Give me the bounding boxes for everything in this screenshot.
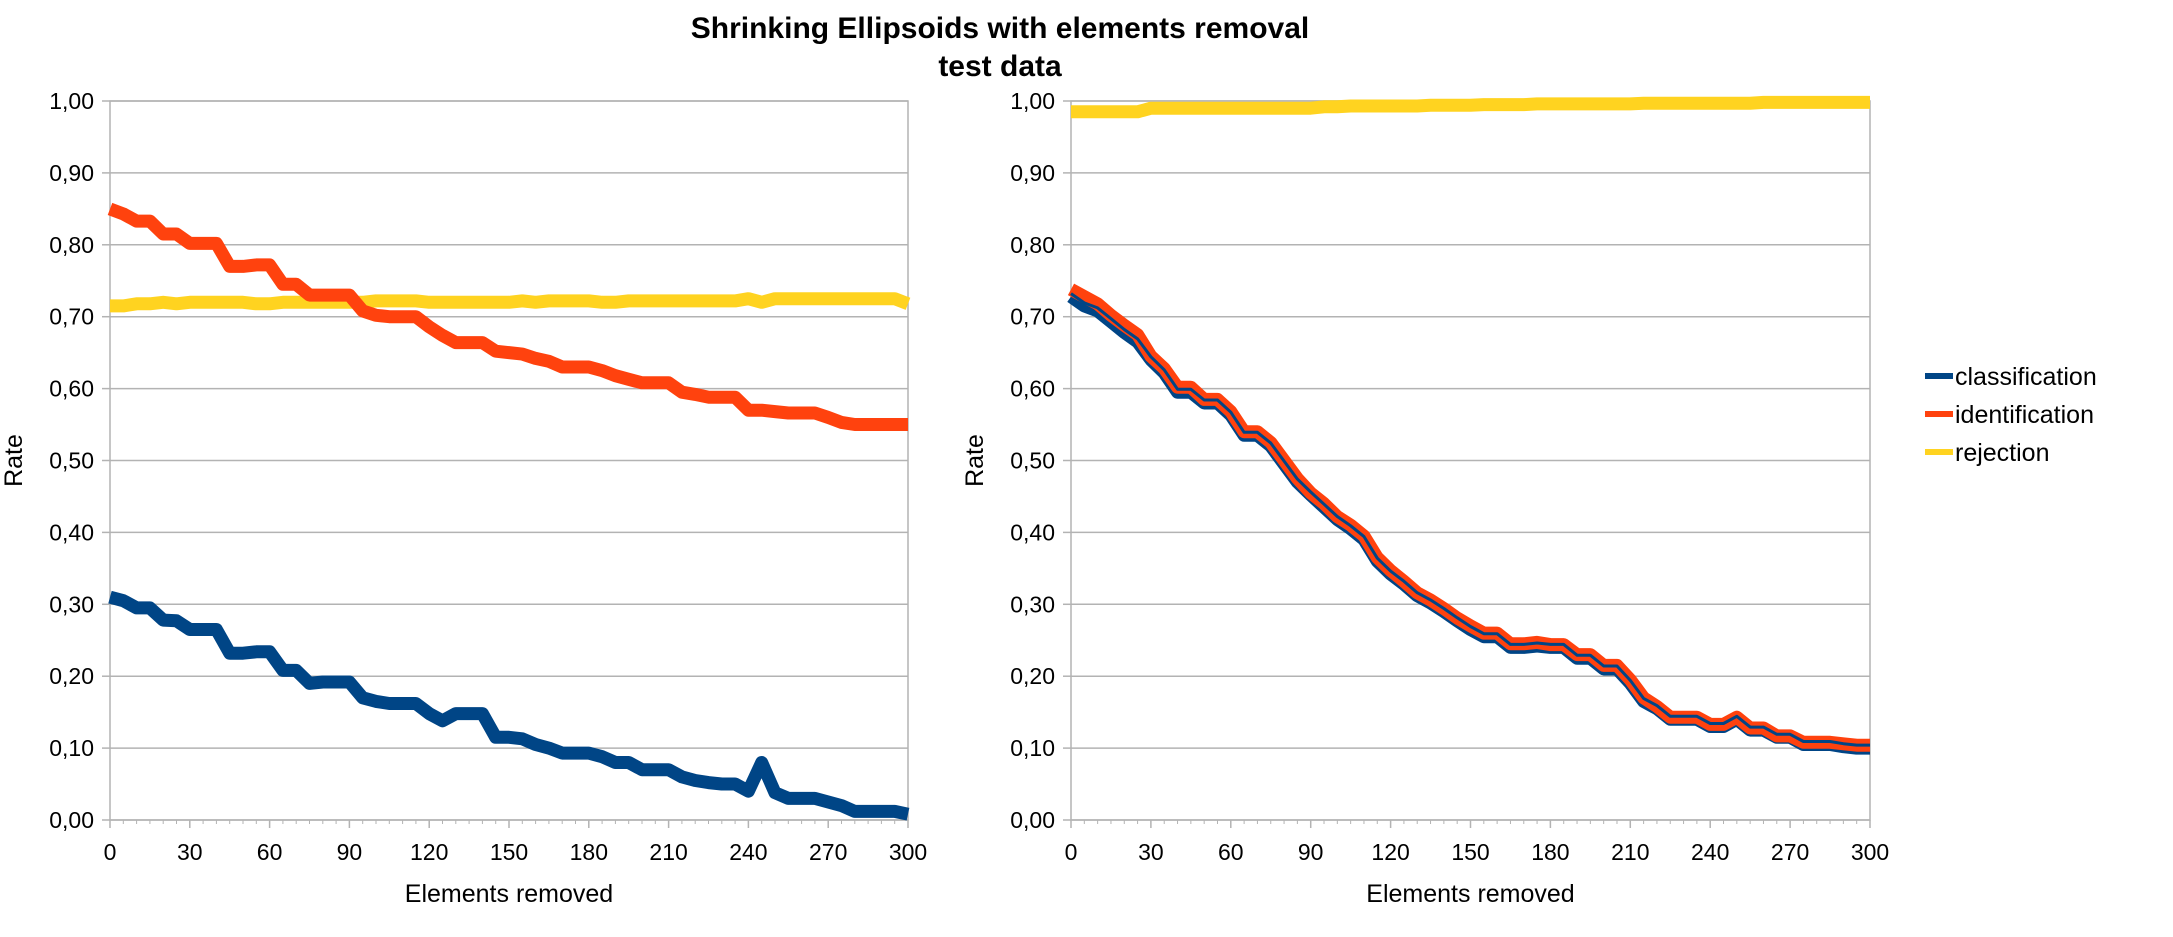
y-tick-label: 0,20 xyxy=(1010,663,1055,689)
y-tick-label: 0,40 xyxy=(49,519,94,545)
x-tick-label: 150 xyxy=(490,839,528,865)
x-tick-label: 240 xyxy=(729,839,767,865)
y-tick-label: 0,10 xyxy=(1010,735,1055,761)
chart-panel-1: 0,00 0,10 0,20 0,30 0,40 0,50 0,60 0,70 0,80 0,90… xyxy=(0,88,927,908)
y-tick-label: 0,10 xyxy=(49,735,94,761)
y-axis-label: Rate xyxy=(0,434,28,487)
x-tick-label: 60 xyxy=(1218,839,1244,865)
x-tick-label: 240 xyxy=(1691,839,1729,865)
legend-label-rejection: rejection xyxy=(1955,439,2050,467)
x-tick-label: 180 xyxy=(570,839,608,865)
y-tick-label: 0,40 xyxy=(1010,519,1055,545)
y-axis-label: Rate xyxy=(961,434,989,487)
series-line-classification xyxy=(108,590,910,821)
chart-title-main: Shrinking Ellipsoids with elements remov… xyxy=(690,12,1310,45)
x-tick-label: 0 xyxy=(1065,839,1078,865)
x-tick-label: 0 xyxy=(104,839,117,865)
y-tick-label: 0,70 xyxy=(1010,304,1055,330)
x-tick-label: 180 xyxy=(1531,839,1569,865)
series-line-rejection xyxy=(1071,95,1870,119)
plot-area-frame xyxy=(109,100,909,821)
y-tick-label: 0,60 xyxy=(49,376,94,402)
y-tick-label: 0,50 xyxy=(49,448,94,474)
series-line-classification xyxy=(1067,291,1870,755)
y-tick-label: 0,60 xyxy=(1010,376,1055,402)
x-tick-label: 150 xyxy=(1451,839,1489,865)
chart-title: Shrinking Ellipsoids with elements remov… xyxy=(0,10,2000,86)
legend-label-identification: identification xyxy=(1955,401,2094,429)
y-tick-label: 0,00 xyxy=(1010,807,1055,833)
x-tick-label: 210 xyxy=(1611,839,1649,865)
x-tick-label: 90 xyxy=(337,839,363,865)
y-tick-label: 1,00 xyxy=(1010,88,1055,114)
x-tick-label: 300 xyxy=(889,839,927,865)
y-tick-label: 0,20 xyxy=(49,663,94,689)
legend: classification identification rejection xyxy=(1925,363,2097,467)
chart-panel-2: 0,00 0,10 0,20 0,30 0,40 0,50 0,60 0,70 0,80 0,90… xyxy=(961,88,1889,908)
y-tick-label: 0,90 xyxy=(1010,160,1055,186)
y-tick-label: 0,70 xyxy=(49,304,94,330)
x-tick-label: 60 xyxy=(257,839,283,865)
y-tick-label: 0,30 xyxy=(49,591,94,617)
x-tick-label: 270 xyxy=(1771,839,1809,865)
y-tick-label: 0,80 xyxy=(1010,232,1055,258)
y-tick-label: 1,00 xyxy=(49,88,94,114)
series-line-classification-edge xyxy=(1070,292,1870,747)
x-tick-label: 210 xyxy=(649,839,687,865)
x-tick-label: 30 xyxy=(1138,839,1164,865)
x-tick-label: 270 xyxy=(809,839,847,865)
y-tick-label: 0,80 xyxy=(49,232,94,258)
x-axis-label: Elements removed xyxy=(405,880,613,908)
x-tick-label: 120 xyxy=(1371,839,1409,865)
series-line-rejection xyxy=(110,292,911,313)
y-tick-label: 0,30 xyxy=(1010,591,1055,617)
y-tick-label: 0,00 xyxy=(49,807,94,833)
x-tick-label: 90 xyxy=(1298,839,1324,865)
y-tick-label: 0,50 xyxy=(1010,448,1055,474)
legend-label-classification: classification xyxy=(1955,363,2097,391)
x-tick-label: 300 xyxy=(1851,839,1889,865)
y-tick-label: 0,90 xyxy=(49,160,94,186)
series-line-identification xyxy=(107,202,908,431)
chart-subtitle: test data xyxy=(938,50,1062,83)
x-axis-label: Elements removed xyxy=(1366,880,1574,908)
x-tick-label: 30 xyxy=(177,839,203,865)
x-tick-label: 120 xyxy=(410,839,448,865)
